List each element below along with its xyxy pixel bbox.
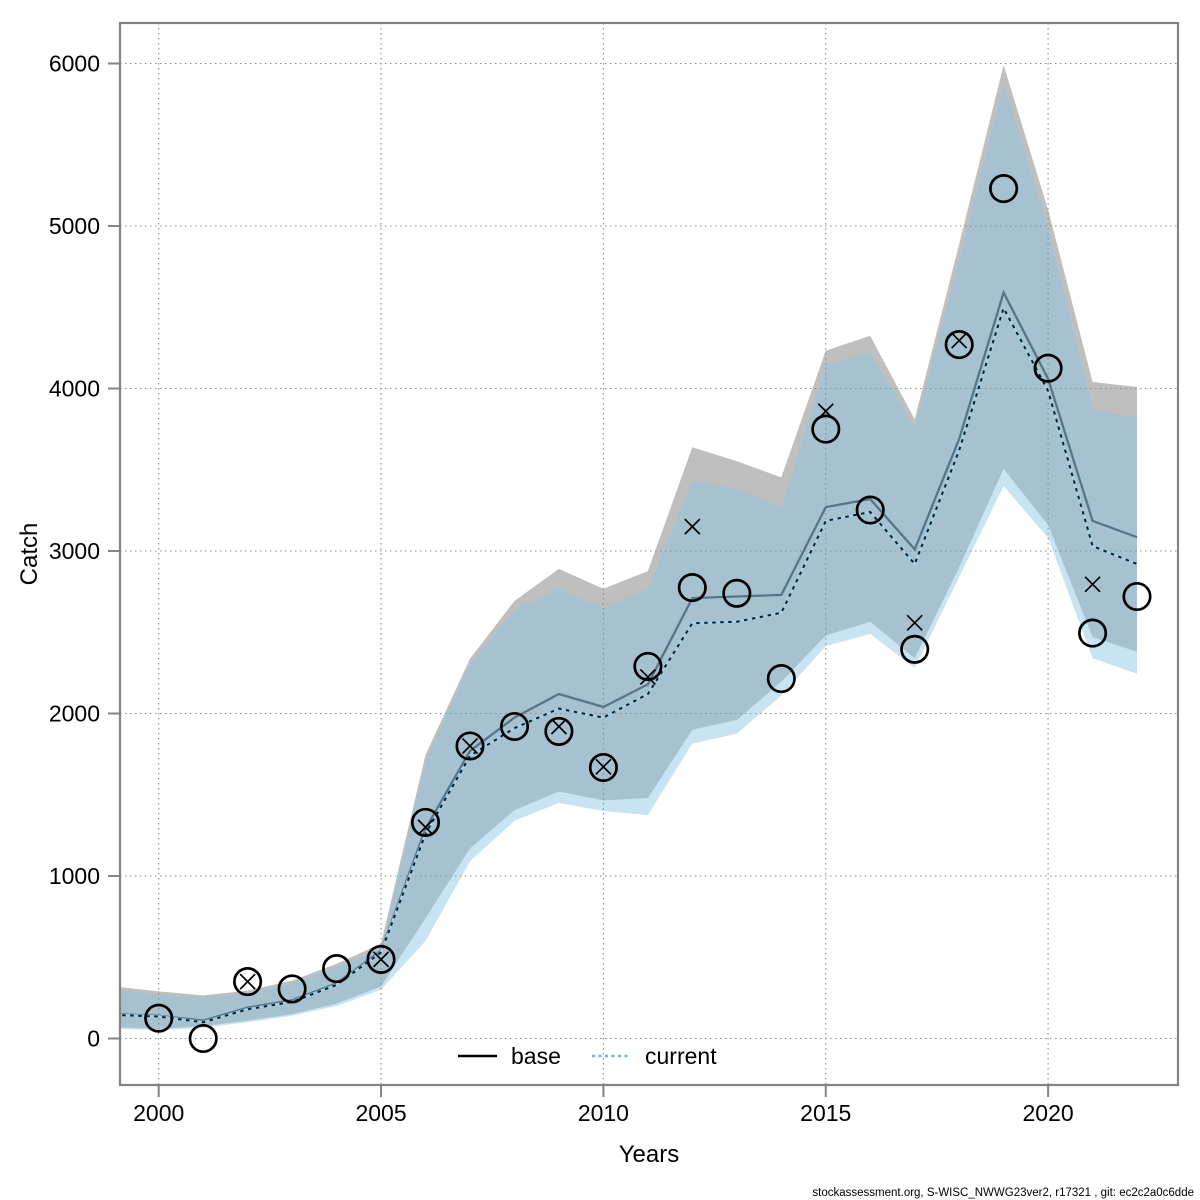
gridlines — [120, 23, 1178, 1085]
observation-circle-marker — [499, 711, 530, 742]
observation-circle-marker — [366, 944, 396, 974]
observation-circle-marker — [188, 1023, 218, 1054]
observation-circle-marker — [677, 573, 707, 603]
observation-x-marker — [417, 819, 434, 836]
y-tick-label: 2000 — [49, 701, 100, 727]
confidence-bands — [120, 65, 1137, 1031]
observation-circle-marker — [144, 1003, 174, 1033]
observation-x-marker — [372, 951, 390, 968]
observation-circle-marker — [233, 967, 263, 997]
base-line — [120, 289, 1138, 1022]
y-tick-label: 1000 — [49, 863, 100, 889]
observation-circle-marker — [588, 752, 618, 783]
observation-circle-marker — [410, 807, 441, 837]
y-tick-label: 3000 — [49, 538, 100, 564]
observation-x-marker — [906, 614, 923, 631]
current-ci-band — [120, 83, 1137, 1031]
x-axis-label: Years — [619, 1141, 680, 1168]
y-tick-label: 5000 — [49, 213, 100, 239]
y-tick-label: 4000 — [49, 376, 100, 402]
x-tick-label: 2000 — [133, 1100, 184, 1126]
observation-x-marker — [461, 737, 479, 755]
legend: base current — [458, 1043, 717, 1069]
observation-circle-marker — [633, 651, 663, 681]
base-ci-band — [120, 65, 1137, 1029]
observation-x-marker — [951, 332, 968, 349]
x-tick-label: 2020 — [1023, 1100, 1074, 1126]
x-tick-label: 2010 — [578, 1100, 629, 1126]
observation-circle-marker — [1033, 353, 1063, 383]
observation-circle-marker — [322, 954, 352, 984]
observation-circle-marker — [855, 495, 885, 525]
observation-circle-marker — [900, 634, 930, 664]
x-tick-label: 2015 — [800, 1100, 851, 1126]
observation-circle-marker — [722, 578, 752, 608]
observation-circle-marker — [1122, 581, 1152, 612]
observation-circle-marker — [544, 716, 574, 746]
observation-x-marker — [1084, 576, 1101, 593]
observation-circle-marker — [944, 330, 974, 360]
observation-x-marker — [684, 518, 701, 535]
observation-circles — [144, 174, 1152, 1054]
plot-frame — [118, 21, 1180, 1087]
footer-citation: stockassessment.org, S-WISC_NWWG23ver2, … — [812, 1187, 1194, 1199]
observation-x-marker — [639, 668, 656, 686]
observation-x-marker — [595, 758, 612, 775]
y-axis: 0 1000 2000 3000 4000 5000 6000 — [49, 51, 120, 1052]
observation-circle-marker — [989, 174, 1019, 204]
legend-current-label: current — [645, 1043, 717, 1069]
x-tick-label: 2005 — [355, 1100, 406, 1126]
observation-x-marker — [239, 973, 256, 990]
observation-circle-marker — [277, 974, 307, 1004]
current-line — [120, 305, 1138, 1024]
observation-circle-marker — [1078, 618, 1108, 648]
y-axis-label: Catch — [16, 523, 43, 586]
observation-circle-marker — [455, 731, 485, 761]
y-tick-label: 6000 — [49, 51, 100, 77]
observation-x-marker — [550, 718, 568, 735]
y-tick-label: 0 — [87, 1026, 100, 1052]
x-axis: 2000 2005 2010 2015 2020 — [133, 1085, 1074, 1126]
observation-circle-marker — [766, 664, 796, 694]
observation-crosses — [239, 332, 1101, 990]
fit-lines — [120, 289, 1138, 1024]
observation-circle-marker — [811, 414, 841, 444]
legend-base-label: base — [511, 1043, 561, 1069]
